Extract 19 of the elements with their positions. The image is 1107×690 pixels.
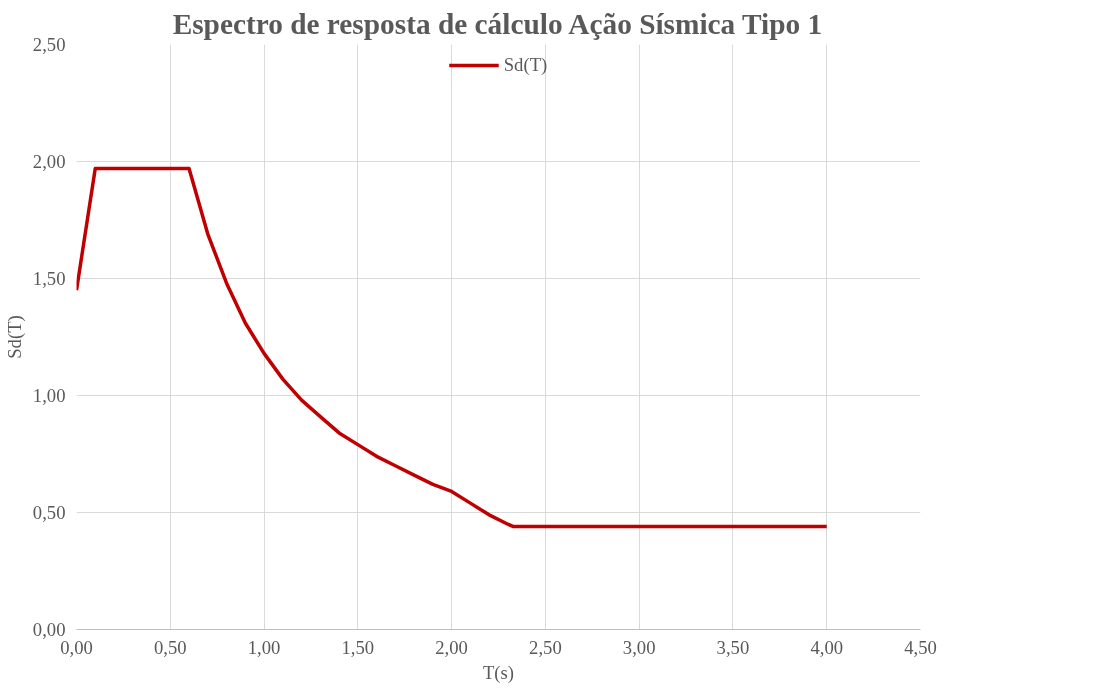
- x-tick-label: 1,00: [247, 636, 281, 658]
- x-tick-label: 2,50: [529, 636, 562, 658]
- x-tick-label: 3,50: [716, 636, 750, 658]
- y-tick-label: 1,00: [32, 385, 66, 406]
- x-axis-title: T(s): [482, 661, 515, 684]
- y-tick-label: 0,50: [32, 502, 66, 523]
- chart-title: Espectro de resposta de cálculo Ação Sísmica Tipo 1: [172, 7, 823, 40]
- x-tick-label: 2,00: [435, 636, 468, 658]
- y-axis-title: Sd(T): [3, 315, 26, 359]
- x-tick-label: 4,00: [810, 636, 844, 658]
- x-tick-label: 4,50: [904, 636, 937, 658]
- y-tick-label: 2,00: [32, 151, 66, 172]
- x-tick-label: 1,50: [341, 636, 375, 658]
- y-tick-label: 2,50: [32, 34, 66, 55]
- x-tick-label: 0,50: [153, 636, 187, 658]
- y-tick-label: 1,50: [32, 268, 66, 289]
- x-tick-label: 3,00: [622, 636, 656, 658]
- legend-label: Sd(T): [503, 54, 548, 76]
- line-series: [76, 166, 829, 529]
